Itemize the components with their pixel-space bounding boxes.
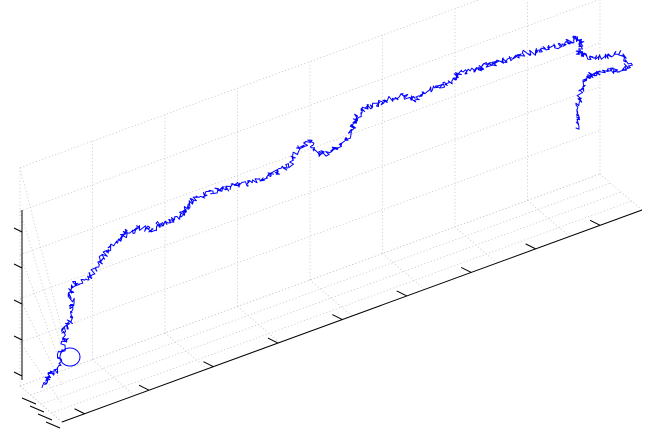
wall-grid-line [19, 173, 601, 387]
y-axis-tick [45, 421, 61, 429]
side-grid-line [19, 167, 63, 331]
floor-grid-line [454, 226, 498, 264]
floor-grid-line [237, 306, 280, 343]
floor-grid-line [164, 332, 208, 370]
z-axis-tick [13, 263, 23, 269]
side-grid-line [19, 342, 63, 404]
floor-grid-line [92, 359, 135, 396]
x-axis-tick [525, 243, 536, 250]
side-grid-line [19, 254, 63, 368]
trajectory-loop [59, 347, 81, 367]
x-axis-tick [332, 314, 343, 320]
x-axis-tick [396, 290, 408, 297]
z-axis-tick [13, 335, 23, 341]
wall-grid-line [19, 86, 601, 300]
trajectory-line [41, 35, 633, 388]
x-axis-tick [267, 337, 279, 344]
floor-grid-line [309, 279, 353, 317]
floor-grid-line [599, 173, 643, 211]
side-grid-line [19, 211, 63, 349]
y-axis-tick [37, 413, 53, 421]
x-axis-tick [203, 361, 214, 368]
floor-grid-line [527, 200, 570, 237]
z-axis-tick [13, 227, 23, 233]
wall-grid-line [19, 129, 601, 343]
wall-grid-line [19, 0, 480, 168]
y-axis-tick [21, 397, 37, 405]
wall-grid-line [19, 0, 600, 212]
axes-layer [13, 209, 643, 429]
x-axis-tick [589, 219, 601, 226]
x-axis-tick [74, 408, 85, 415]
side-grid-line [19, 298, 63, 386]
z-axis-tick [13, 299, 23, 305]
side-grid-line [19, 385, 63, 423]
z-axis-tick [13, 371, 23, 377]
floor-grid-line [40, 191, 622, 405]
wall-grid-line [19, 42, 601, 256]
grid-layer [19, 0, 643, 423]
x-axis-tick [138, 384, 150, 391]
x-axis-tick [460, 266, 472, 273]
floor-grid-line [382, 253, 425, 290]
y-axis-tick [29, 405, 45, 413]
x-axis-line [61, 209, 643, 423]
floor-grid-line [51, 200, 632, 414]
trace-layer [41, 35, 633, 388]
floor-grid-line [30, 182, 611, 396]
